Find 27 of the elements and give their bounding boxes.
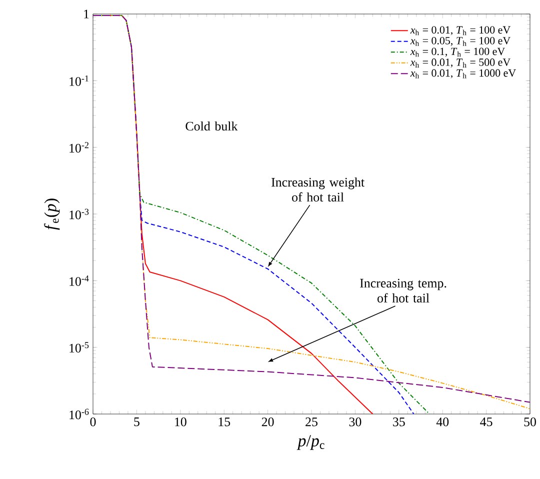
y-tick-label: 10$^{-4}$ xyxy=(70,275,89,286)
y-tick-label: 1 xyxy=(84,10,89,18)
legend-label: x$_{h}$ = 0.05, T$_{h}$ = 100 eV xyxy=(410,36,510,46)
y-tick-label: 10$^{-1}$ xyxy=(70,75,88,86)
y-tick-label: 10$^{-2}$ xyxy=(70,142,88,153)
annotation: Increasing weight of hot tail xyxy=(272,177,364,202)
x-tick-label: 45 xyxy=(480,418,492,426)
legend-label: x$_{h}$ = 0.01, T$_{h}$ = 1000 eV xyxy=(410,69,516,78)
x-tick-label: 5 xyxy=(134,418,140,426)
y-tick-label: 10$^{-6}$ xyxy=(70,408,89,420)
x-tick-label: 10 xyxy=(175,418,186,426)
y-tick-label: 10$^{-3}$ xyxy=(70,208,89,220)
x-axis-title: p/p$_{c}$ xyxy=(296,435,324,450)
annotation: Increasing temp. of hot tail xyxy=(360,278,446,302)
legend-label: x$_{h}$ = 0.1, T$_{h}$ = 100 eV xyxy=(410,48,505,57)
x-tick-label: 50 xyxy=(524,418,536,426)
legend-label: x$_{h}$ = 0.01, T$_{h}$ = 100 eV xyxy=(410,26,510,36)
x-tick-label: 35 xyxy=(393,418,405,426)
y-tick-label: 10$^{-5}$ xyxy=(70,342,89,353)
x-tick-label: 30 xyxy=(349,418,362,426)
legend-label: x$_{h}$ = 0.01, T$_{h}$ = 500 eV xyxy=(410,58,510,68)
x-tick-label: 20 xyxy=(262,418,274,426)
x-tick-label: 15 xyxy=(218,418,230,426)
x-tick-label: 40 xyxy=(436,418,449,426)
x-tick-label: 25 xyxy=(306,418,318,426)
annotation: Cold bulk xyxy=(186,121,238,131)
x-tick-label: 0 xyxy=(90,418,96,426)
